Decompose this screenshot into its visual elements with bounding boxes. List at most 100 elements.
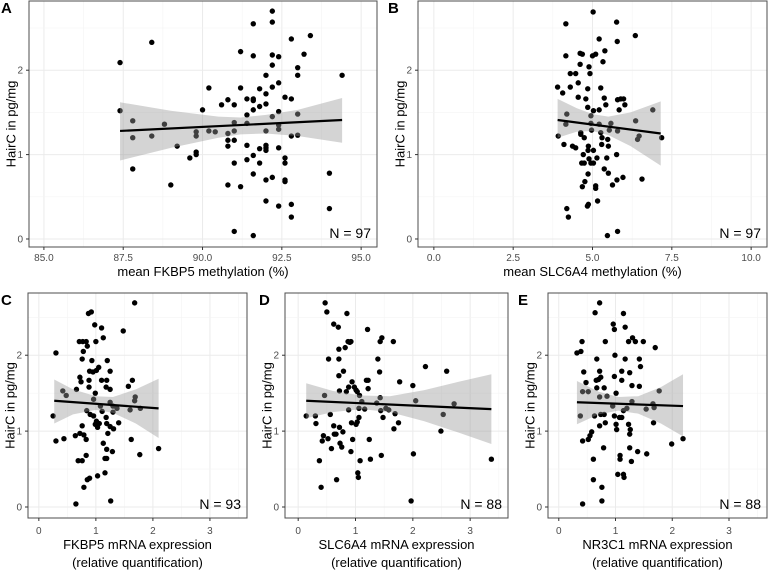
data-point [639, 176, 645, 182]
data-point [590, 9, 596, 15]
data-point [275, 53, 282, 60]
y-tick-label: 1 [273, 427, 279, 438]
data-point [581, 369, 587, 375]
data-point [339, 444, 345, 450]
regression-line [54, 399, 159, 410]
data-point [168, 182, 174, 188]
data-point [125, 383, 132, 390]
regression-line [557, 118, 661, 135]
data-point [336, 356, 342, 362]
data-point [187, 155, 193, 161]
data-point [625, 338, 632, 345]
panel-a: 85.0 87.5 90.0 92.5 95.0 0 1 2 mean FKBP5 methyl… [1, 0, 378, 279]
data-point [193, 151, 199, 158]
x-tick-label: 90.0 [193, 253, 213, 264]
data-point [632, 32, 639, 39]
data-point [100, 335, 106, 341]
panel-b: 0.0 2.5 5.0 7.5 10.0 0 1 2 mean SLC6A4 methylati… [388, 0, 768, 279]
data-point [212, 129, 218, 135]
x-axis-title: NR3C1 mRNA expression [582, 537, 732, 552]
data-point [81, 432, 87, 438]
data-point [579, 338, 585, 345]
data-point [282, 178, 288, 185]
y-axis-title: HairC in pg/mg [522, 362, 537, 449]
data-point [598, 85, 604, 91]
data-point [269, 174, 276, 181]
data-point [349, 379, 355, 385]
data-point [608, 120, 614, 127]
data-point [440, 411, 446, 418]
data-point [629, 382, 635, 389]
data-point [250, 232, 256, 239]
data-point [585, 86, 591, 92]
data-point [339, 72, 345, 78]
data-point [601, 411, 607, 418]
data-point [625, 421, 632, 427]
data-point [590, 108, 597, 114]
data-point [301, 51, 307, 57]
data-point [87, 411, 93, 418]
data-point [626, 369, 633, 376]
panel-letter: E [518, 292, 528, 309]
data-point [102, 470, 108, 476]
data-point [326, 205, 333, 212]
data-point [575, 94, 581, 100]
data-point [380, 414, 386, 421]
data-point [583, 96, 589, 102]
data-point [598, 374, 604, 380]
data-point [563, 21, 569, 27]
data-point [614, 38, 620, 45]
data-point [92, 322, 98, 328]
x-tick-label: 0 [556, 526, 562, 537]
data-point [107, 368, 113, 374]
x-tick-label: 3 [467, 526, 473, 537]
data-point [318, 484, 324, 490]
regression-line [119, 118, 343, 133]
data-point [312, 413, 319, 419]
confidence-band [54, 378, 159, 438]
x-tick-label: 5.0 [586, 253, 600, 264]
data-point [604, 155, 610, 161]
data-point [601, 95, 607, 101]
data-point [333, 476, 340, 483]
data-point [86, 377, 92, 383]
sample-size-label: N = 88 [460, 496, 502, 512]
data-point [585, 171, 591, 177]
data-point [131, 300, 138, 306]
data-point [629, 398, 635, 405]
y-tick-label: 0 [536, 502, 542, 513]
data-point [609, 403, 616, 409]
data-point [632, 338, 639, 345]
x-tick-label: 87.5 [113, 253, 133, 264]
data-point [193, 129, 199, 135]
data-point [269, 19, 276, 25]
data-point [89, 357, 95, 364]
data-point [596, 107, 602, 113]
data-point [84, 343, 91, 349]
data-point [313, 420, 319, 427]
panel-letter: A [1, 0, 12, 17]
data-point [335, 324, 342, 330]
data-point [594, 356, 600, 362]
data-point [50, 413, 56, 419]
data-point [377, 395, 383, 401]
data-point [104, 455, 110, 462]
data-point [294, 64, 301, 71]
data-point [326, 170, 333, 176]
panel-border [27, 292, 248, 519]
data-point [563, 53, 569, 59]
data-point [561, 141, 567, 148]
data-point [288, 96, 295, 102]
data-point [92, 390, 98, 396]
data-point [567, 84, 573, 90]
x-tick-label: 2 [150, 526, 156, 537]
data-point [559, 90, 566, 96]
x-axis-subtitle: (relative quantification) [72, 555, 203, 570]
data-point [206, 85, 212, 91]
data-point [644, 451, 650, 457]
data-point [378, 407, 384, 414]
confidence-band [557, 98, 661, 166]
